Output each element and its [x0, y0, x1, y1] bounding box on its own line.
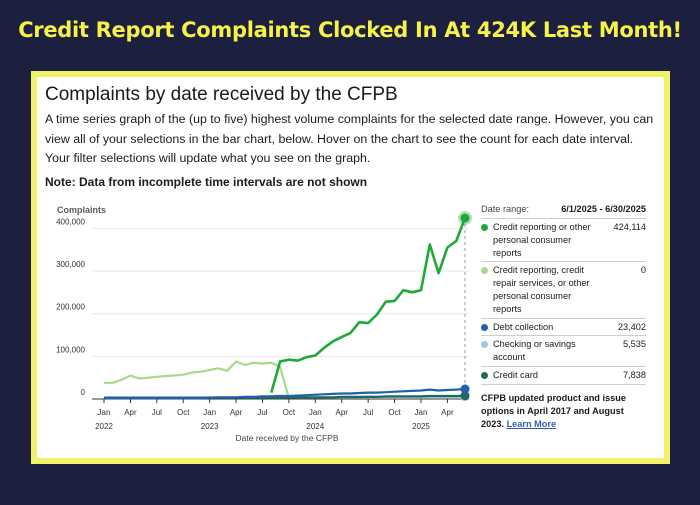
incomplete-data-note: Note: Data from incomplete time interval… — [45, 175, 368, 189]
legend-item-label: Debt collection — [493, 321, 554, 332]
y-tick-label: 100,000 — [56, 345, 85, 354]
footnote-text: CFPB updated product and issue options i… — [481, 392, 626, 429]
legend-swatch-icon — [481, 371, 488, 379]
legend-swatch-icon — [481, 224, 488, 231]
highlight-frame: Complaints by date received by the CFPB … — [31, 71, 670, 464]
series-end-point — [460, 391, 470, 401]
legend-item-label: Credit reporting, credit repair services… — [493, 265, 590, 314]
series-end-point — [460, 213, 470, 223]
series-line — [270, 217, 467, 393]
x-tick-label: Oct — [283, 408, 296, 417]
chart-legend: Date range: 6/1/2025 - 6/30/2025 Credit … — [481, 201, 646, 431]
x-tick-label: Apr — [441, 408, 454, 417]
x-tick-label: Jul — [257, 408, 267, 417]
y-tick-label: 0 — [81, 388, 86, 397]
legend-item[interactable]: Credit reporting or other personal consu… — [481, 219, 646, 263]
legend-item[interactable]: Credit card 7,838 — [481, 367, 646, 385]
legend-swatch-icon — [481, 267, 488, 275]
banner-headline: Credit Report Complaints Clocked In At 4… — [18, 18, 682, 42]
x-tick-year-label: 2024 — [306, 422, 324, 431]
x-tick-label: Jan — [98, 408, 111, 417]
chart-description: A time series graph of the (up to five) … — [45, 112, 654, 165]
x-tick-label: Jul — [363, 408, 373, 417]
legend-item-label: Credit card — [493, 369, 538, 380]
date-range-row: Date range: 6/1/2025 - 6/30/2025 — [481, 201, 646, 219]
product-update-footnote: CFPB updated product and issue options i… — [481, 392, 646, 431]
learn-more-link[interactable]: Learn More — [506, 418, 557, 429]
x-tick-label: Apr — [336, 408, 349, 417]
legend-item-label: Credit reporting or other personal consu… — [493, 222, 591, 258]
y-tick-label: 300,000 — [56, 260, 85, 269]
series-line — [104, 360, 290, 399]
date-range-label: Date range: — [481, 204, 530, 214]
x-tick-label: Oct — [388, 408, 401, 417]
series-end-point — [460, 384, 470, 394]
date-range-value: 6/1/2025 - 6/30/2025 — [561, 204, 646, 214]
x-tick-year-label: 2025 — [412, 422, 430, 431]
x-tick-label: Apr — [124, 408, 137, 417]
legend-item-value: 23,402 — [617, 321, 646, 332]
legend-item-value: 424,114 — [613, 222, 646, 232]
complaints-line-chart[interactable]: 0 100,000 200,000 300,000 400,000 Jan 2022 Apr J… — [37, 77, 507, 458]
y-tick-label: 200,000 — [56, 303, 85, 312]
y-axis-title: Complaints — [57, 205, 107, 215]
legend-item-label: Checking or savings account — [493, 339, 576, 363]
x-tick-label: Oct — [177, 408, 190, 417]
legend-item[interactable]: Debt collection 23,402 — [481, 319, 646, 337]
legend-item[interactable]: Checking or savings account 5,535 — [481, 336, 646, 367]
x-tick-year-label: 2023 — [201, 422, 219, 431]
legend-item-value: 5,535 — [623, 339, 646, 350]
x-tick-label: Jul — [152, 408, 162, 417]
x-tick-label: Jan — [415, 408, 428, 417]
legend-item-value: 7,838 — [623, 369, 646, 380]
legend-swatch-icon — [481, 323, 488, 331]
y-tick-label: 400,000 — [56, 217, 85, 226]
series-line — [104, 387, 466, 400]
x-tick-year-label: 2022 — [95, 422, 113, 431]
legend-swatch-icon — [481, 341, 488, 349]
legend-item-value: 0 — [640, 265, 646, 276]
x-tick-label: Jan — [203, 408, 216, 417]
complaints-panel: Complaints by date received by the CFPB … — [37, 77, 664, 458]
page-title: Complaints by date received by the CFPB — [45, 84, 398, 105]
x-tick-label: Jan — [309, 408, 322, 417]
legend-item[interactable]: Credit reporting, credit repair services… — [481, 262, 646, 319]
x-tick-label: Apr — [230, 408, 243, 417]
x-axis-title: Date received by the CFPB — [236, 433, 339, 443]
